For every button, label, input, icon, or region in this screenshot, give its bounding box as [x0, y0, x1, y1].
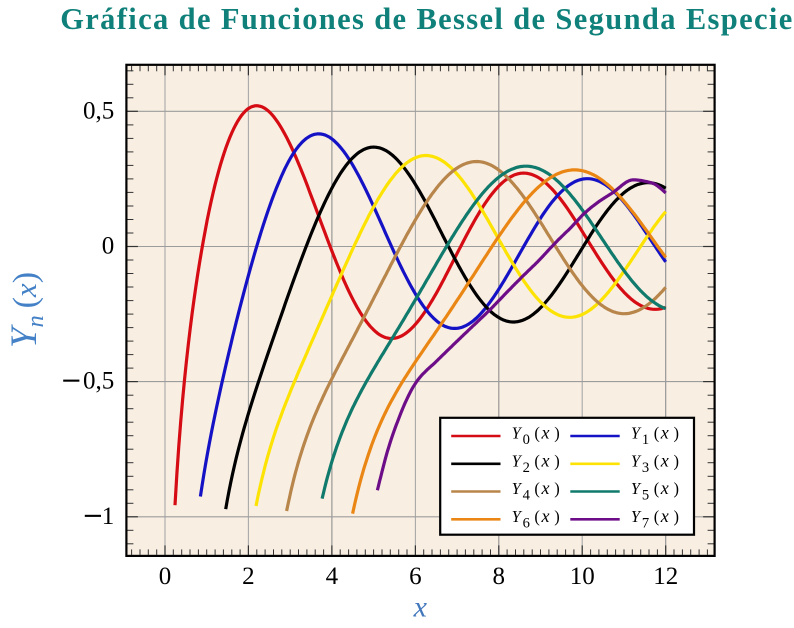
svg-text:0,5: 0,5 — [83, 97, 114, 124]
svg-text:2: 2 — [242, 563, 255, 590]
svg-text:0: 0 — [102, 233, 115, 260]
svg-text:1: 1 — [102, 503, 115, 530]
svg-text:10: 10 — [570, 563, 595, 590]
svg-text:6: 6 — [409, 563, 422, 590]
svg-text:0: 0 — [159, 563, 172, 590]
svg-text:12: 12 — [653, 563, 678, 590]
svg-text:x: x — [413, 591, 428, 624]
svg-text:0,5: 0,5 — [83, 368, 114, 395]
svg-text:4: 4 — [326, 563, 339, 590]
svg-text:8: 8 — [493, 563, 506, 590]
svg-text:Yn (x): Yn (x) — [4, 272, 49, 348]
svg-text:Gráfica de Funciones de Bessel: Gráfica de Funciones de Bessel de Segund… — [60, 2, 793, 36]
